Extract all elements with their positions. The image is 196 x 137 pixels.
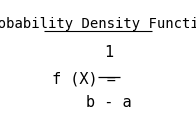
Text: Probability Density Function: Probability Density Function [0, 18, 196, 32]
Text: f (X) =: f (X) = [52, 72, 124, 87]
Text: 1: 1 [104, 45, 114, 60]
Text: b - a: b - a [86, 95, 132, 110]
